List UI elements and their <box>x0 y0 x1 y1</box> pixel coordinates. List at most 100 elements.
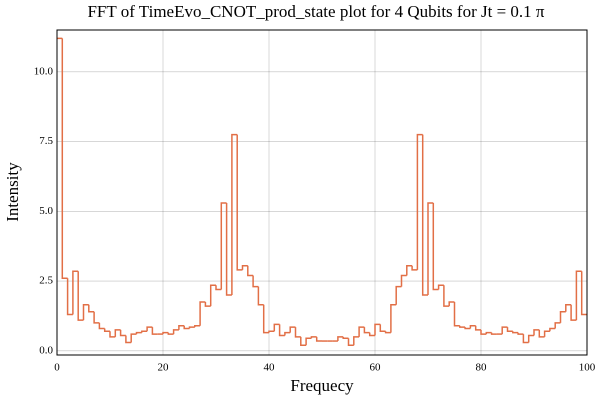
step-segment <box>72 270 79 315</box>
step-segment <box>443 285 450 307</box>
y-tick-label: 0.0 <box>39 344 53 356</box>
step-segment <box>88 304 95 313</box>
step-segment <box>427 202 434 296</box>
step-segment <box>98 322 105 330</box>
x-tick-label: 0 <box>54 362 60 374</box>
x-axis-label: Frequecy <box>290 376 354 395</box>
y-tick-label: 7.5 <box>39 135 53 147</box>
step-segment <box>194 324 201 328</box>
step-segment <box>109 331 116 338</box>
step-segment <box>337 336 344 342</box>
step-segment <box>527 334 534 343</box>
step-segment <box>485 331 492 335</box>
step-segment <box>66 278 73 316</box>
step-segment <box>358 326 365 337</box>
step-segment <box>141 330 148 333</box>
step-segment <box>570 304 577 321</box>
step-segment <box>506 327 513 333</box>
step-segment <box>554 322 561 329</box>
plot-frame <box>56 29 588 356</box>
step-segment <box>262 304 269 334</box>
step-segment <box>400 274 407 287</box>
step-segment <box>146 326 153 332</box>
step-segment <box>395 285 402 305</box>
step-segment <box>469 324 476 329</box>
step-segment <box>580 271 587 316</box>
step-segment <box>151 327 158 335</box>
step-segment <box>209 284 216 307</box>
step-segment <box>464 327 471 330</box>
step-segment <box>411 265 418 271</box>
step-segment <box>559 311 566 323</box>
step-segment <box>199 301 206 326</box>
step-segment <box>315 336 322 342</box>
step-segment <box>257 286 264 306</box>
step-segment <box>538 329 545 338</box>
step-segment <box>310 336 317 339</box>
x-tick-label: 80 <box>476 362 488 374</box>
step-segment <box>406 264 413 276</box>
y-tick-label: 5.0 <box>39 205 53 217</box>
step-segment <box>61 38 68 280</box>
x-tick-label: 20 <box>158 362 170 374</box>
y-tick-label: 2.5 <box>39 275 53 287</box>
step-segment <box>247 265 254 277</box>
step-segment <box>103 328 110 333</box>
step-segment <box>575 270 582 321</box>
step-segment <box>565 304 572 312</box>
step-segment <box>347 338 354 346</box>
step-segment <box>390 304 397 333</box>
step-segment <box>363 327 370 334</box>
step-segment <box>289 326 296 333</box>
step-segment <box>512 331 519 334</box>
step-segment <box>268 330 275 333</box>
step-segment <box>220 202 227 290</box>
chart-title: FFT of TimeEvo_CNOT_prod_state plot for … <box>87 2 544 21</box>
step-segment <box>421 134 428 296</box>
step-segment <box>273 323 280 332</box>
step-segment <box>533 329 540 336</box>
step-segment <box>353 336 360 346</box>
step-segment <box>474 325 481 331</box>
step-segment <box>167 332 174 335</box>
x-tick-label: 40 <box>264 362 276 374</box>
step-segment <box>188 326 195 329</box>
step-segment <box>379 324 386 333</box>
y-axis-label: Intensity <box>3 162 22 222</box>
step-segment <box>294 327 301 338</box>
step-segment <box>459 325 466 328</box>
step-segment <box>162 331 169 335</box>
step-segment <box>130 333 137 343</box>
step-segment <box>517 332 524 335</box>
step-segment <box>543 330 550 337</box>
step-segment <box>490 332 497 335</box>
step-segment <box>125 335 132 344</box>
step-segment <box>236 134 243 271</box>
step-segment <box>183 325 190 330</box>
step-segment <box>204 301 211 307</box>
step-segment <box>416 133 423 270</box>
step-segment <box>241 264 248 270</box>
step-segment <box>284 331 291 336</box>
step-segment <box>522 334 529 344</box>
step-segment <box>178 324 185 330</box>
step-segment <box>77 271 84 321</box>
step-segment <box>93 311 100 324</box>
step-segment <box>448 301 455 307</box>
step-segment <box>432 202 439 291</box>
step-segment <box>82 304 89 321</box>
step-segment <box>437 284 444 290</box>
step-segment <box>549 327 556 332</box>
step-segment <box>225 202 232 296</box>
step-segment <box>501 326 508 335</box>
x-tick-label: 60 <box>370 362 382 374</box>
step-segment <box>374 323 381 336</box>
step-segment <box>368 332 375 337</box>
step-segment <box>480 329 487 335</box>
step-segment <box>384 331 391 334</box>
x-tick-label: 100 <box>579 362 596 374</box>
y-tick-label: 10.0 <box>34 65 54 77</box>
step-segment <box>252 275 259 288</box>
